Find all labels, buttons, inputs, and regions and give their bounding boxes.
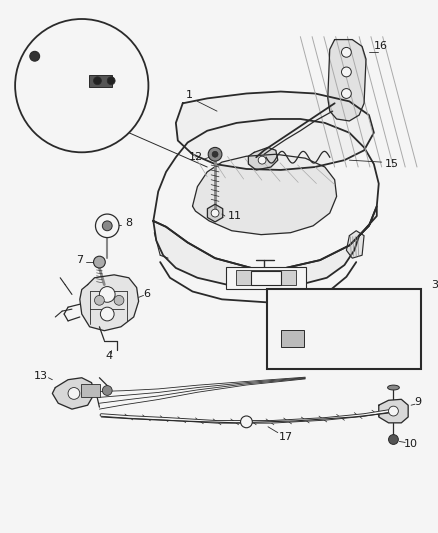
Ellipse shape — [388, 385, 399, 390]
Text: 13: 13 — [34, 371, 48, 381]
Polygon shape — [53, 378, 95, 409]
Text: 6: 6 — [143, 289, 150, 300]
Text: 1: 1 — [186, 91, 193, 100]
Circle shape — [342, 67, 351, 77]
Text: 12: 12 — [188, 152, 202, 162]
FancyBboxPatch shape — [88, 75, 112, 87]
Circle shape — [389, 406, 398, 416]
Circle shape — [342, 47, 351, 57]
Circle shape — [240, 416, 252, 428]
Circle shape — [102, 385, 112, 395]
FancyBboxPatch shape — [226, 267, 306, 288]
Text: 9: 9 — [414, 397, 421, 407]
FancyBboxPatch shape — [236, 270, 296, 285]
Circle shape — [99, 287, 115, 302]
Circle shape — [95, 214, 119, 238]
Polygon shape — [80, 275, 138, 330]
Circle shape — [114, 295, 124, 305]
Text: 10: 10 — [404, 439, 418, 449]
FancyBboxPatch shape — [251, 271, 281, 285]
Polygon shape — [328, 39, 366, 121]
Polygon shape — [193, 154, 337, 235]
Polygon shape — [278, 301, 393, 329]
Circle shape — [68, 387, 80, 399]
FancyBboxPatch shape — [81, 384, 100, 397]
Polygon shape — [379, 399, 408, 423]
Polygon shape — [208, 204, 223, 222]
Text: 11: 11 — [228, 211, 242, 221]
Circle shape — [15, 19, 148, 152]
FancyBboxPatch shape — [281, 330, 304, 348]
Text: 16: 16 — [374, 42, 388, 52]
Text: 18: 18 — [61, 106, 74, 116]
Circle shape — [100, 307, 114, 321]
Circle shape — [94, 256, 105, 268]
Text: 15: 15 — [385, 159, 399, 169]
Circle shape — [95, 295, 104, 305]
Circle shape — [102, 221, 112, 231]
Polygon shape — [346, 231, 364, 258]
Text: 7: 7 — [76, 255, 83, 265]
Text: 8: 8 — [125, 218, 132, 228]
Text: 3: 3 — [431, 280, 438, 289]
Circle shape — [107, 77, 115, 85]
Polygon shape — [248, 148, 278, 170]
Text: 4: 4 — [106, 351, 113, 361]
Circle shape — [258, 156, 266, 164]
Circle shape — [208, 148, 222, 161]
Polygon shape — [153, 119, 379, 268]
FancyBboxPatch shape — [267, 288, 421, 369]
Circle shape — [389, 434, 398, 445]
Circle shape — [211, 209, 219, 217]
Circle shape — [30, 51, 39, 61]
Circle shape — [342, 88, 351, 99]
Circle shape — [212, 151, 218, 157]
Polygon shape — [176, 92, 374, 170]
Polygon shape — [153, 206, 377, 288]
Text: 17: 17 — [279, 432, 293, 441]
Circle shape — [94, 77, 101, 85]
